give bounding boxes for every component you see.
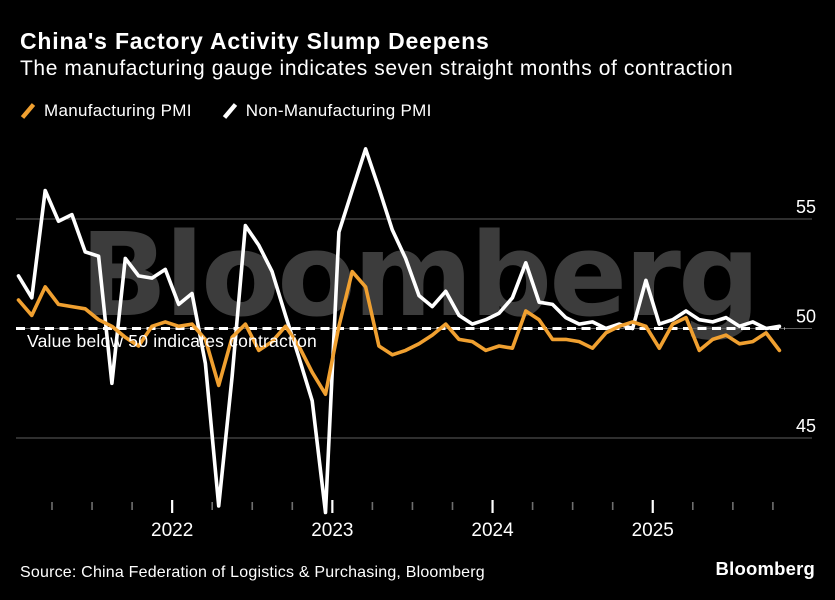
legend-item-manufacturing-pmi: Manufacturing PMI — [20, 101, 192, 121]
y-axis-label-45: 45 — [796, 416, 816, 436]
legend-label-non-manufacturing-pmi: Non-Manufacturing PMI — [245, 101, 432, 120]
non-manufacturing-series-slash-icon — [222, 103, 237, 119]
manufacturing-series-slash-icon — [20, 103, 36, 119]
y-axis-label-55: 55 — [796, 197, 816, 217]
x-axis-label-2025: 2025 — [632, 520, 674, 541]
reference-line-annotation: Value below 50 indicates contraction — [27, 331, 317, 351]
x-axis-label-2024: 2024 — [471, 520, 514, 541]
legend-item-non-manufacturing-pmi: Non-Manufacturing PMI — [222, 101, 432, 121]
chart-subtitle: The manufacturing gauge indicates seven … — [20, 57, 734, 80]
legend: Manufacturing PMI Non-Manufacturing PMI — [20, 101, 432, 121]
manufacturing-pmi-line — [16, 269, 782, 397]
bloomberg-watermark: Bloomberg — [80, 209, 760, 343]
y-axis-label-50: 50 — [796, 307, 816, 327]
chart-title: China's Factory Activity Slump Deepens — [20, 28, 490, 54]
bloomberg-logo: Bloomberg — [715, 558, 815, 579]
source-credit: Source: China Federation of Logistics & … — [20, 564, 485, 581]
x-axis-label-2022: 2022 — [151, 520, 193, 541]
x-axis-label-2023: 2023 — [311, 520, 353, 541]
legend-label-manufacturing-pmi: Manufacturing PMI — [44, 101, 192, 120]
non-manufacturing-pmi-line — [16, 147, 782, 515]
